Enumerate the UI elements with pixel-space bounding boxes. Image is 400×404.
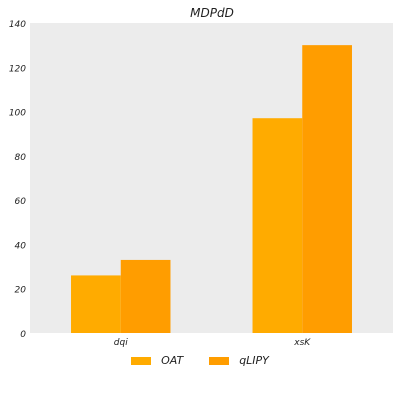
bar-series-1-dqi[interactable] xyxy=(71,275,121,333)
legend: OAT qLIPY xyxy=(0,354,400,367)
x-axis: dqi xsK xyxy=(114,338,312,348)
x-tick-label: xsK xyxy=(293,338,311,348)
x-tick-label: dqi xyxy=(114,338,128,348)
bar-series-2-xsK[interactable] xyxy=(302,45,352,334)
legend-label-series-2: qLIPY xyxy=(239,354,269,367)
legend-swatch-series-1 xyxy=(131,356,152,365)
bar-series-1-xsK[interactable] xyxy=(252,118,303,333)
y-axis: 0 20 40 60 80 100 120 140 xyxy=(9,20,26,340)
y-tick-label: 60 xyxy=(15,197,27,207)
bar-series-2-dqi[interactable] xyxy=(120,259,171,333)
y-tick-label: 40 xyxy=(15,241,27,251)
legend-label-series-1: OAT xyxy=(161,354,184,367)
legend-item-series-1[interactable]: OAT xyxy=(131,354,183,367)
y-tick-label: 80 xyxy=(15,153,27,163)
legend-item-series-2[interactable]: qLIPY xyxy=(209,354,269,367)
y-tick-label: 0 xyxy=(20,330,26,340)
chart-title: MDPdD xyxy=(190,6,234,20)
bars-group xyxy=(71,45,352,334)
legend-swatch-series-2 xyxy=(209,356,230,365)
y-tick-label: 20 xyxy=(15,286,27,296)
y-tick-label: 140 xyxy=(9,20,26,30)
y-tick-label: 100 xyxy=(9,109,26,119)
y-tick-label: 120 xyxy=(9,64,26,74)
